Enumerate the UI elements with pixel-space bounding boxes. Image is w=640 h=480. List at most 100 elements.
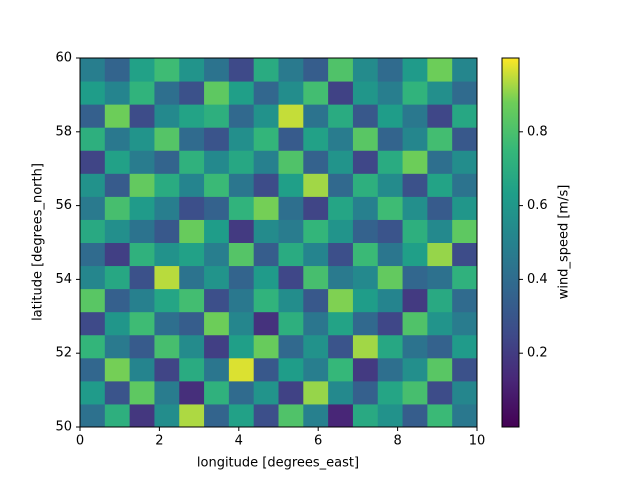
- heatmap-cell: [154, 403, 180, 428]
- heatmap-cell: [253, 265, 279, 290]
- heatmap-cell: [328, 173, 354, 197]
- heatmap-cell: [253, 81, 279, 105]
- heatmap-cell: [228, 288, 255, 313]
- heatmap-cell: [377, 265, 404, 290]
- heatmap-cell: [352, 357, 379, 382]
- heatmap-cell: [452, 265, 478, 290]
- y-axis-label: latitude [degrees_north]: [31, 163, 46, 321]
- heatmap-cell: [253, 311, 279, 336]
- heatmap-cell: [303, 380, 329, 405]
- heatmap-cell: [204, 196, 230, 220]
- colorbar-tick-label: 0.8: [527, 124, 548, 139]
- colorbar-tick-label: 0.2: [527, 346, 548, 361]
- heatmap-cell: [253, 219, 279, 243]
- heatmap-cell: [452, 81, 478, 105]
- heatmap-cell: [402, 334, 428, 359]
- heatmap-cell: [253, 58, 279, 82]
- heatmap-cell: [328, 380, 354, 405]
- heatmap-cell: [402, 196, 428, 220]
- heatmap-cell: [204, 173, 230, 197]
- heatmap-cell: [204, 334, 230, 359]
- heatmap-cell: [303, 334, 329, 359]
- heatmap-cell: [228, 219, 255, 243]
- heatmap-cell: [154, 127, 180, 151]
- heatmap-cell: [104, 357, 131, 382]
- heatmap-cell: [104, 311, 131, 336]
- heatmap-cell: [352, 265, 379, 290]
- heatmap-cell: [352, 334, 379, 359]
- heatmap-cell: [154, 81, 180, 105]
- heatmap-cell: [204, 219, 230, 243]
- heatmap-cell: [328, 219, 354, 243]
- y-tick-label: 50: [55, 420, 72, 435]
- heatmap-cell: [402, 288, 428, 313]
- heatmap-cell: [179, 334, 205, 359]
- x-tick-label: 2: [155, 434, 163, 449]
- heatmap-cell: [427, 196, 453, 220]
- heatmap-cell: [80, 58, 106, 82]
- heatmap-cell: [452, 288, 478, 313]
- heatmap-cell: [228, 403, 255, 428]
- heatmap-cell: [452, 58, 478, 82]
- heatmap-cell: [80, 81, 106, 105]
- heatmap-cell: [104, 150, 131, 174]
- heatmap-cell: [427, 334, 453, 359]
- heatmap-cell: [154, 196, 180, 220]
- heatmap-cell: [179, 242, 205, 267]
- heatmap-cell: [303, 81, 329, 105]
- heatmap-cell: [303, 265, 329, 290]
- heatmap-cell: [427, 150, 453, 174]
- heatmap-cell: [402, 58, 428, 82]
- heatmap-cell: [253, 196, 279, 220]
- heatmap-cell: [253, 150, 279, 174]
- heatmap-cell: [80, 219, 106, 243]
- heatmap-cell: [179, 127, 205, 151]
- heatmap-cell: [303, 173, 329, 197]
- heatmap-cell: [328, 311, 354, 336]
- heatmap-cell: [303, 58, 329, 82]
- heatmap-cell: [328, 265, 354, 290]
- heatmap-cell: [204, 403, 230, 428]
- heatmap-cell: [328, 81, 354, 105]
- heatmap-cell: [179, 150, 205, 174]
- heatmap-cell: [278, 265, 304, 290]
- heatmap-cell: [328, 403, 354, 428]
- heatmap-cell: [377, 334, 404, 359]
- heatmap-cell: [328, 150, 354, 174]
- heatmap-cell: [377, 219, 404, 243]
- heatmap-cell: [204, 311, 230, 336]
- heatmap-cell: [303, 150, 329, 174]
- heatmap-cell: [377, 311, 404, 336]
- heatmap-cell: [228, 357, 255, 382]
- y-tick-label: 52: [55, 346, 72, 361]
- heatmap-cell: [377, 242, 404, 267]
- heatmap-cell: [179, 380, 205, 405]
- heatmap-cell: [377, 173, 404, 197]
- heatmap-cell: [427, 173, 453, 197]
- heatmap-cell: [303, 196, 329, 220]
- colorbar-tick-label: 0.6: [527, 198, 548, 213]
- heatmap-cell: [377, 58, 404, 82]
- heatmap-cell: [352, 150, 379, 174]
- heatmap-cell: [402, 265, 428, 290]
- heatmap-cell: [129, 403, 155, 428]
- heatmap-cell: [278, 173, 304, 197]
- heatmap-cell: [228, 196, 255, 220]
- heatmap-cell: [228, 150, 255, 174]
- heatmap-cell: [154, 380, 180, 405]
- heatmap-cell: [253, 380, 279, 405]
- heatmap-cell: [80, 380, 106, 405]
- heatmap-cell: [352, 403, 379, 428]
- heatmap-cell: [104, 219, 131, 243]
- heatmap-cell: [352, 219, 379, 243]
- heatmap-cell: [228, 311, 255, 336]
- heatmap-cell: [104, 104, 131, 128]
- heatmap-cell: [80, 242, 106, 267]
- heatmap-cell: [402, 403, 428, 428]
- heatmap-cell: [328, 58, 354, 82]
- heatmap-cell: [129, 311, 155, 336]
- heatmap-cell: [278, 127, 304, 151]
- heatmap-cell: [80, 403, 106, 428]
- heatmap-cell: [129, 219, 155, 243]
